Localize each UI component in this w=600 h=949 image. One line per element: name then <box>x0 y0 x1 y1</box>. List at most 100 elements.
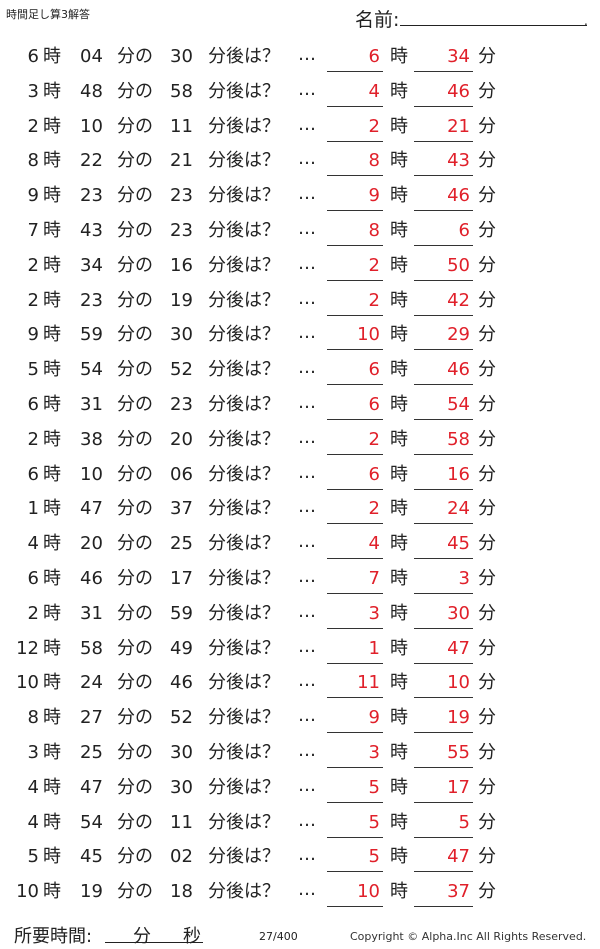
answer-minute-blank[interactable] <box>414 418 473 420</box>
answer-hour-blank[interactable] <box>327 244 383 246</box>
answer-hour: 11 <box>357 672 380 694</box>
answer-hour-blank[interactable] <box>327 732 383 734</box>
answer-hour: 5 <box>368 811 380 833</box>
answer-hour-blank[interactable] <box>327 871 383 873</box>
page-number: 27/400 <box>259 930 298 943</box>
answer-hour-blank[interactable] <box>327 697 383 699</box>
problem-row: 8 時 27 分の 52 分後は？… 9 時 19 分 <box>0 700 600 735</box>
answer-minute-blank[interactable] <box>414 662 473 664</box>
ellipsis: … <box>298 496 316 518</box>
answer-hour-blank[interactable] <box>327 418 383 420</box>
added-minutes: 23 <box>170 393 193 415</box>
answer-hour-blank[interactable] <box>327 71 383 72</box>
answer-minute-blank[interactable] <box>414 801 473 803</box>
answer-minute: 46 <box>447 80 470 102</box>
problem-row: 6 時 10 分の 06 分後は？… 6 時 16 分 <box>0 457 600 492</box>
start-hour: 10 <box>16 881 39 903</box>
answer-hour: 5 <box>368 846 380 868</box>
answer-hour-label: 時 <box>390 463 408 485</box>
hour-label: 時 <box>43 776 61 798</box>
answer-hour-blank[interactable] <box>327 558 383 560</box>
answer-hour-blank[interactable] <box>327 523 383 525</box>
added-minutes: 19 <box>170 289 193 311</box>
answer-minute-blank[interactable] <box>414 279 473 281</box>
added-minutes: 37 <box>170 498 193 520</box>
answer-hour-blank[interactable] <box>327 627 383 629</box>
start-minute: 10 <box>80 463 103 485</box>
answer-hour-blank[interactable] <box>327 384 383 386</box>
start-minute: 38 <box>80 428 103 450</box>
ellipsis: … <box>298 252 316 274</box>
answer-minute-blank[interactable] <box>414 314 473 316</box>
answer-minute-blank[interactable] <box>414 871 473 873</box>
start-hour: 9 <box>27 185 39 207</box>
answer-hour: 3 <box>368 602 380 624</box>
minute-of-label: 分の <box>117 115 153 137</box>
answer-hour-blank[interactable] <box>327 279 383 281</box>
start-hour: 2 <box>27 428 39 450</box>
answer-minute-blank[interactable] <box>414 697 473 699</box>
answer-hour-label: 時 <box>390 115 408 137</box>
start-hour: 6 <box>27 393 39 415</box>
answer-minute-label: 分 <box>478 359 496 381</box>
problem-row: 5 時 45 分の 02 分後は？… 5 時 47 分 <box>0 839 600 874</box>
answer-minute-blank[interactable] <box>414 105 473 107</box>
ellipsis: … <box>298 287 316 309</box>
start-hour: 2 <box>27 602 39 624</box>
ellipsis: … <box>298 774 316 796</box>
answer-minute-blank[interactable] <box>414 592 473 594</box>
answer-minute-blank[interactable] <box>414 244 473 246</box>
answer-minute-blank[interactable] <box>414 210 473 212</box>
start-hour: 5 <box>27 359 39 381</box>
answer-hour-blank[interactable] <box>327 210 383 212</box>
answer-hour-blank[interactable] <box>327 592 383 594</box>
answer-minute-blank[interactable] <box>414 140 473 142</box>
answer-hour-blank[interactable] <box>327 140 383 142</box>
answer-minute-label: 分 <box>478 533 496 555</box>
answer-minute-blank[interactable] <box>414 349 473 351</box>
answer-hour-blank[interactable] <box>327 766 383 768</box>
time-required-field[interactable] <box>105 942 203 943</box>
answer-minute-blank[interactable] <box>414 523 473 525</box>
answer-minute-blank[interactable] <box>414 732 473 734</box>
answer-minute-blank[interactable] <box>414 488 473 490</box>
answer-minute-blank[interactable] <box>414 453 473 455</box>
answer-hour-blank[interactable] <box>327 453 383 455</box>
answer-hour-blank[interactable] <box>327 314 383 316</box>
minutes-after-label: 分後は？ <box>208 637 280 659</box>
answer-minute-blank[interactable] <box>414 766 473 768</box>
answer-minute-blank[interactable] <box>414 71 473 72</box>
answer-minute-label: 分 <box>478 150 496 172</box>
answer-minute-blank[interactable] <box>414 384 473 386</box>
answer-hour-blank[interactable] <box>327 662 383 664</box>
answer-minute-blank[interactable] <box>414 175 473 177</box>
hour-label: 時 <box>43 46 61 67</box>
answer-minute-label: 分 <box>478 637 496 659</box>
ellipsis: … <box>298 78 316 100</box>
answer-hour-blank[interactable] <box>327 105 383 107</box>
hour-label: 時 <box>43 567 61 589</box>
hour-label: 時 <box>43 637 61 659</box>
answer-hour-blank[interactable] <box>327 836 383 838</box>
answer-hour-blank[interactable] <box>327 906 383 908</box>
answer-minute-blank[interactable] <box>414 836 473 838</box>
answer-minute: 37 <box>447 881 470 903</box>
answer-hour-blank[interactable] <box>327 488 383 490</box>
start-hour: 9 <box>27 324 39 346</box>
problem-row: 4 時 20 分の 25 分後は？… 4 時 45 分 <box>0 526 600 561</box>
answer-minute-blank[interactable] <box>414 906 473 908</box>
ellipsis: … <box>298 670 316 692</box>
answer-hour-blank[interactable] <box>327 801 383 803</box>
added-minutes: 11 <box>170 115 193 137</box>
answer-hour-blank[interactable] <box>327 349 383 351</box>
name-field[interactable] <box>400 25 587 26</box>
answer-minute-blank[interactable] <box>414 627 473 629</box>
start-minute: 48 <box>80 80 103 102</box>
answer-minute: 29 <box>447 324 470 346</box>
minute-of-label: 分の <box>117 359 153 381</box>
problem-row: 6 時 46 分の 17 分後は？… 7 時 3 分 <box>0 561 600 596</box>
minute-of-label: 分の <box>117 80 153 102</box>
answer-hour-blank[interactable] <box>327 175 383 177</box>
answer-minute-blank[interactable] <box>414 558 473 560</box>
start-hour: 7 <box>27 219 39 241</box>
